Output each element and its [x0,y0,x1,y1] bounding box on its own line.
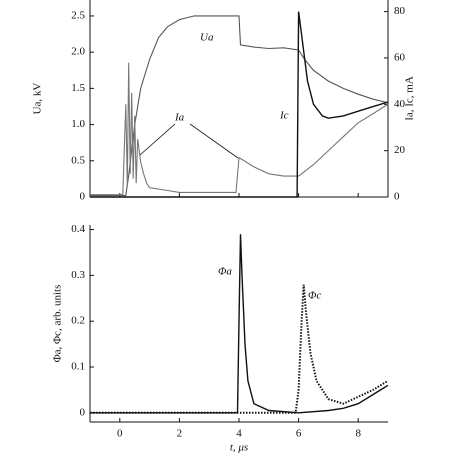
series-line [90,284,389,414]
leader-line [189,123,239,159]
y-tick-label: 2.0 [71,46,85,58]
y-axis-label: Φa, Φc, arb. units [52,285,64,363]
y-tick-label: 1.5 [71,82,85,94]
series-line [90,15,389,197]
x-axis-label: t, μs [230,442,248,454]
y-tick-label: 0.1 [71,361,85,373]
series-label: Φa [218,266,232,278]
y-axis-label: Ua, kV [32,83,44,115]
series-label: Ic [279,110,289,122]
x-tick-label: 2 [177,428,183,440]
y-tick-label: 1.0 [71,118,85,130]
series-label: Ia [174,112,185,124]
y-tick-label: 0.3 [71,269,85,281]
leader-line [139,123,176,156]
y2-tick-label: 60 [394,51,406,63]
y2-axis-label: Ia, Ic, mA [404,76,416,121]
series-label: Ua [200,32,214,44]
y-tick-label: 0 [80,191,86,203]
series-line [90,62,389,196]
series-line [90,234,389,414]
series-label: Φc [308,290,321,302]
y2-tick-label: 80 [394,5,406,17]
y-tick-label: 0.2 [71,315,85,327]
y-tick-label: 0 [80,406,86,418]
y2-tick-label: 0 [394,191,400,203]
series-line [90,11,389,198]
y-tick-label: 2.5 [71,9,85,21]
y2-tick-label: 20 [394,144,406,156]
x-tick-label: 8 [355,428,361,440]
x-tick-label: 4 [236,428,242,440]
y-tick-label: 0.4 [71,223,85,235]
x-tick-label: 6 [296,428,302,440]
x-tick-label: 0 [117,428,123,440]
y2-tick-label: 40 [394,98,406,110]
y-tick-label: 0.5 [71,154,85,166]
